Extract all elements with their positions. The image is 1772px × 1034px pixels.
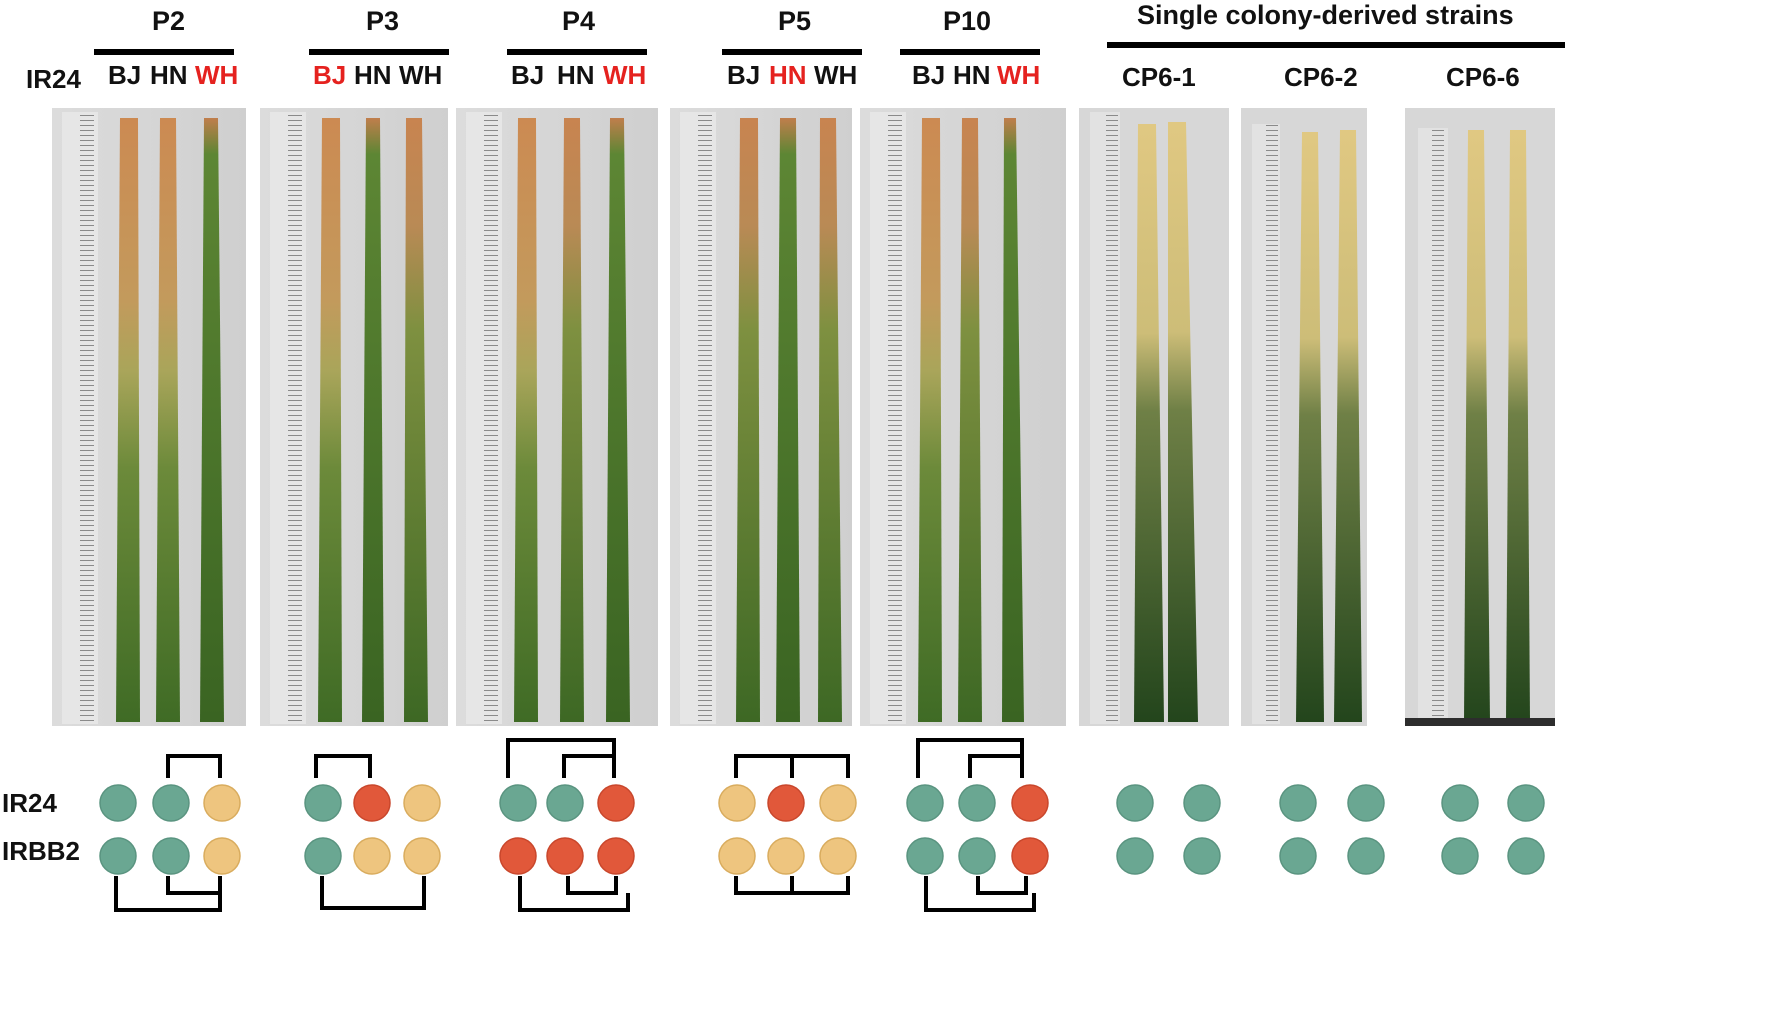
- phenotype-dot: [597, 837, 635, 875]
- passage-bar-p5: [722, 49, 862, 55]
- passage-bar-p10: [900, 49, 1040, 55]
- passage-bar-p3: [309, 49, 449, 55]
- phenotype-dot: [1347, 837, 1385, 875]
- phenotype-dot: [1116, 784, 1154, 822]
- phenotype-dot: [1279, 837, 1317, 875]
- phenotype-dot: [152, 837, 190, 875]
- strain-label: HN: [557, 60, 595, 90]
- colony-label-cp6-6: CP6-6: [1446, 62, 1520, 92]
- phenotype-dot: [1011, 837, 1049, 875]
- photo-panel-cp6-2: [1241, 108, 1367, 726]
- strain-label-highlight: WH: [195, 60, 239, 90]
- phenotype-dot: [304, 837, 342, 875]
- phenotype-dot: [906, 837, 944, 875]
- phenotype-dot: [1347, 784, 1385, 822]
- passage-label-p3: P3: [366, 6, 400, 36]
- photo-panel-p4: [456, 108, 658, 726]
- cluster-brackets: [114, 738, 1036, 912]
- phenotype-dot: [499, 784, 537, 822]
- phenotype-dot: [597, 784, 635, 822]
- dots-layer: [99, 784, 1545, 875]
- passage-bar-p2: [94, 49, 234, 55]
- colony-label-cp6-1: CP6-1: [1122, 62, 1196, 92]
- phenotype-dot: [353, 837, 391, 875]
- phenotype-dot: [403, 784, 441, 822]
- photo-panel-p2: [52, 108, 246, 726]
- passage-bar-p4: [507, 49, 647, 55]
- row-label-ir24: IR24: [2, 788, 57, 818]
- phenotype-dot: [767, 784, 805, 822]
- phenotype-dot: [304, 784, 342, 822]
- phenotype-dot: [1507, 837, 1545, 875]
- phenotype-dot: [152, 784, 190, 822]
- strain-label-highlight: HN: [769, 60, 807, 90]
- photo-panel-p10: [860, 108, 1066, 726]
- strain-label: HN: [354, 60, 392, 90]
- phenotype-dot: [403, 837, 441, 875]
- phenotype-dot: [1183, 837, 1221, 875]
- strain-label: BJ: [727, 60, 761, 90]
- phenotype-dot: [718, 784, 756, 822]
- strain-label-highlight: WH: [603, 60, 647, 90]
- passage-label-p4: P4: [562, 6, 596, 36]
- phenotype-dot: [546, 784, 584, 822]
- phenotype-dot: [958, 837, 996, 875]
- row-label-irbb2: IRBB2: [2, 836, 81, 866]
- single-colony-title: Single colony-derived strains: [1137, 0, 1514, 30]
- photo-panel-cp6-6: [1405, 108, 1555, 726]
- passage-label-p10: P10: [943, 6, 992, 36]
- phenotype-dot: [99, 784, 137, 822]
- phenotype-dot: [499, 837, 537, 875]
- strain-label: BJ: [912, 60, 946, 90]
- passage-label-p2: P2: [152, 6, 186, 36]
- passage-label-p5: P5: [778, 6, 812, 36]
- phenotype-dot: [718, 837, 756, 875]
- phenotype-dot: [1441, 784, 1479, 822]
- strain-label: BJ: [511, 60, 545, 90]
- photo-panel-cp6-1: [1079, 108, 1229, 726]
- phenotype-dot: [767, 837, 805, 875]
- phenotype-dot: [1279, 784, 1317, 822]
- colony-label-cp6-2: CP6-2: [1284, 62, 1358, 92]
- strain-label: HN: [150, 60, 188, 90]
- single-colony-bar: [1107, 42, 1565, 48]
- photo-panel-p5: [670, 108, 852, 726]
- phenotype-dot: [1011, 784, 1049, 822]
- phenotype-dot: [906, 784, 944, 822]
- phenotype-dot: [819, 784, 857, 822]
- phenotype-dot: [546, 837, 584, 875]
- strain-label: WH: [814, 60, 858, 90]
- strain-label-highlight: BJ: [313, 60, 347, 90]
- phenotype-dot: [1183, 784, 1221, 822]
- strain-label: HN: [953, 60, 991, 90]
- row-label-ir24-top: IR24: [26, 64, 81, 94]
- phenotype-dot: [1116, 837, 1154, 875]
- phenotype-dot: [99, 837, 137, 875]
- phenotype-dot: [203, 784, 241, 822]
- phenotype-dot: [1507, 784, 1545, 822]
- strain-label: BJ: [108, 60, 142, 90]
- photo-panel-p3: [260, 108, 448, 726]
- phenotype-dot: [203, 837, 241, 875]
- phenotype-dot: [819, 837, 857, 875]
- phenotype-dot: [958, 784, 996, 822]
- strain-label: WH: [399, 60, 443, 90]
- phenotype-dot: [1441, 837, 1479, 875]
- strain-label-highlight: WH: [997, 60, 1041, 90]
- phenotype-dot: [353, 784, 391, 822]
